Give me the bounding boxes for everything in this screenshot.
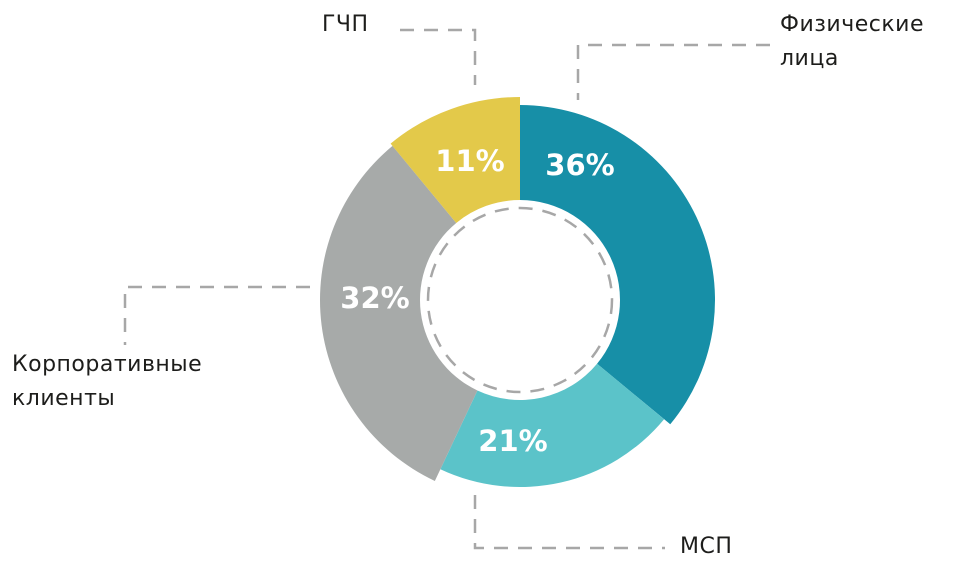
slice (320, 145, 478, 481)
data-label: 21% (478, 424, 547, 458)
data-label: 32% (340, 281, 409, 315)
legend-label: Физические лица (780, 12, 924, 71)
slice (390, 97, 520, 223)
data-label: 36% (545, 148, 614, 182)
leader-line (123, 285, 310, 345)
slice (440, 363, 665, 488)
inner-ring (426, 206, 614, 394)
slice (520, 105, 715, 425)
leader-line (473, 495, 665, 550)
slices (320, 97, 715, 488)
legend-label: Корпоративные клиенты (12, 352, 203, 411)
legend-label: МСП (680, 534, 733, 559)
leader-line (576, 43, 770, 100)
legend-label: ГЧП (322, 12, 369, 37)
data-label: 11% (435, 144, 504, 178)
leader-line (400, 28, 477, 85)
